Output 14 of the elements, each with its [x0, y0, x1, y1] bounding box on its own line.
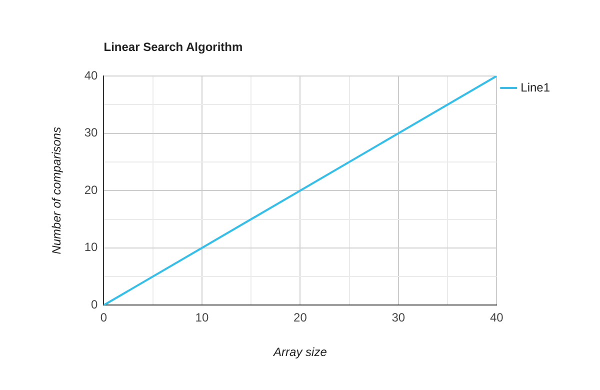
x-tick-label: 0	[100, 310, 108, 325]
y-tick-label: 10	[84, 240, 98, 254]
y-tick-label: 30	[84, 126, 98, 140]
legend-label: Line1	[520, 80, 550, 94]
y-tick-label: 20	[84, 182, 98, 197]
y-tick-label: 0	[91, 298, 98, 312]
y-axis-title: Number of comparisons	[50, 126, 64, 254]
x-tick-label: 10	[195, 310, 209, 325]
x-tick-label: 20	[294, 310, 308, 325]
chart-title: Linear Search Algorithm	[104, 40, 243, 54]
x-tick-label: 30	[392, 310, 406, 325]
x-axis-title: Array size	[272, 345, 328, 360]
y-tick-label: 40	[84, 68, 98, 82]
x-tick-label: 40	[490, 310, 504, 325]
